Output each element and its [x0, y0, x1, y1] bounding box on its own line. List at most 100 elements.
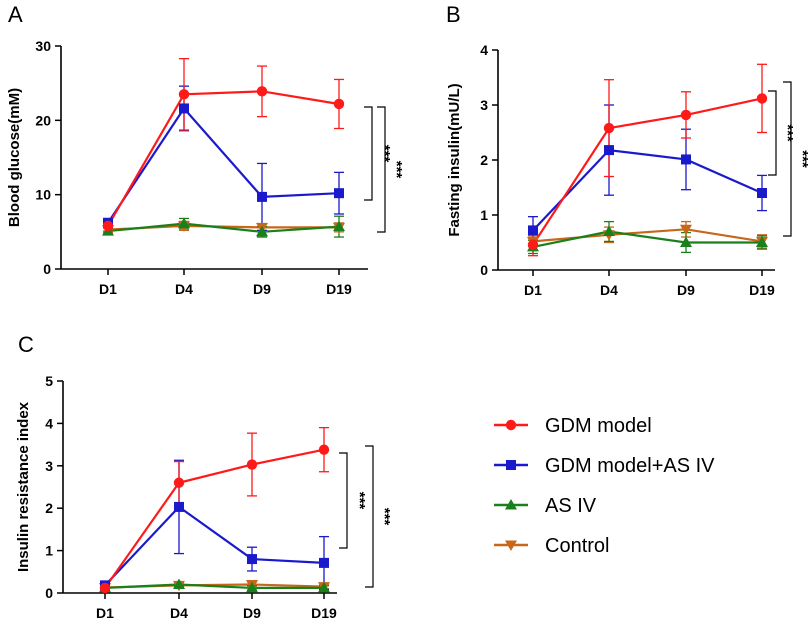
panel-letter: A	[8, 2, 23, 27]
panel-letter: C	[18, 332, 34, 357]
data-point	[247, 554, 257, 565]
x-tick-label: D19	[311, 605, 337, 621]
legend-label: AS IV	[545, 495, 597, 517]
y-tick-label: 0	[45, 585, 53, 601]
data-point	[257, 191, 267, 202]
data-point	[756, 236, 768, 247]
x-tick-label: D9	[253, 281, 271, 297]
y-axis-title: Insulin resistance index	[15, 401, 32, 572]
data-point	[318, 581, 330, 593]
significance-bracket	[768, 90, 777, 176]
significance-bracket	[783, 81, 792, 237]
y-tick-label: 4	[45, 415, 53, 431]
x-tick-label: D1	[99, 281, 117, 297]
significance-label: ***	[388, 161, 405, 179]
series-line	[104, 505, 325, 587]
significance-bracket	[377, 106, 386, 233]
legend-item: Control	[494, 535, 609, 557]
series-line	[532, 97, 763, 246]
data-point	[318, 444, 330, 455]
x-tick-label: D9	[677, 282, 695, 298]
y-tick-label: 20	[35, 112, 51, 128]
legend-label: Control	[545, 535, 609, 557]
data-point	[246, 581, 258, 593]
legend-marker	[505, 419, 517, 431]
legend-item: AS IV	[494, 495, 597, 517]
legend-marker	[505, 499, 517, 510]
y-tick-label: 3	[480, 97, 488, 113]
data-point	[179, 103, 189, 114]
x-tick-label: D1	[96, 605, 114, 621]
x-tick-label: D9	[243, 605, 261, 621]
data-point	[333, 220, 345, 232]
y-tick-label: 1	[45, 543, 53, 559]
data-point	[680, 109, 692, 121]
y-tick-label: 1	[480, 207, 488, 223]
y-tick-label: 0	[43, 261, 51, 277]
series-line	[107, 90, 340, 227]
data-point	[528, 225, 538, 236]
y-tick-label: 2	[45, 500, 53, 516]
data-point	[680, 224, 692, 236]
y-axis-title: Fasting insulin(mU/L)	[446, 83, 463, 236]
data-point	[333, 98, 345, 110]
series-line	[532, 230, 762, 248]
legend-marker	[505, 540, 517, 551]
data-point	[174, 501, 184, 512]
series-line	[104, 583, 324, 590]
data-point	[757, 188, 767, 198]
x-tick-label: D19	[326, 281, 352, 297]
x-tick-label: D4	[600, 282, 618, 298]
significance-label: ***	[794, 150, 809, 168]
significance-label: ***	[376, 508, 393, 526]
panel-letter: B	[446, 2, 461, 27]
series-line	[107, 106, 340, 224]
x-tick-label: D1	[524, 282, 542, 298]
series-line	[104, 448, 325, 589]
legend-marker	[506, 460, 516, 470]
x-tick-label: D19	[749, 282, 775, 298]
y-tick-label: 0	[480, 262, 488, 278]
data-point	[99, 582, 111, 594]
data-point	[603, 122, 615, 134]
series-line	[107, 222, 340, 233]
data-point	[256, 86, 268, 97]
y-tick-label: 10	[35, 187, 51, 203]
data-point	[173, 578, 185, 590]
y-tick-label: 3	[45, 458, 53, 474]
y-tick-label: 4	[480, 42, 488, 58]
data-point	[178, 89, 190, 100]
data-point	[604, 145, 614, 156]
data-point	[756, 93, 768, 104]
x-tick-label: D4	[170, 605, 188, 621]
y-tick-label: 5	[45, 373, 53, 389]
data-point	[334, 188, 344, 199]
series-line	[532, 148, 763, 232]
legend-label: GDM model+AS IV	[545, 455, 715, 477]
significance-label: ***	[351, 492, 368, 510]
y-tick-label: 30	[35, 38, 51, 54]
data-point	[680, 236, 692, 247]
data-point	[246, 459, 258, 470]
data-point	[681, 154, 691, 165]
data-point	[178, 217, 190, 229]
legend-item: GDM model+AS IV	[494, 455, 715, 477]
chart-panel-C: C 0 1 2 3 4 5 D1 D4 D9 D19 Insulin resistance index…	[15, 332, 393, 621]
significance-bracket	[339, 452, 348, 549]
data-point	[603, 225, 615, 236]
y-tick-label: 2	[480, 152, 488, 168]
data-point	[102, 220, 114, 232]
chart-panel-B: B 0 1 2 3 4 D1 D4 D9 D19 Fasting insulin(mU/L) *** *…	[446, 2, 809, 298]
data-point	[319, 557, 329, 568]
x-tick-label: D4	[175, 281, 193, 297]
data-point	[173, 477, 185, 488]
legend-item: GDM model	[494, 415, 652, 437]
data-point	[527, 239, 539, 250]
significance-label: ***	[779, 124, 796, 142]
legend: GDM model GDM model+AS IV AS IV Control	[494, 415, 715, 557]
y-axis-title: Blood glucose(mM)	[6, 88, 23, 227]
significance-bracket	[365, 445, 374, 588]
data-point	[256, 225, 268, 237]
